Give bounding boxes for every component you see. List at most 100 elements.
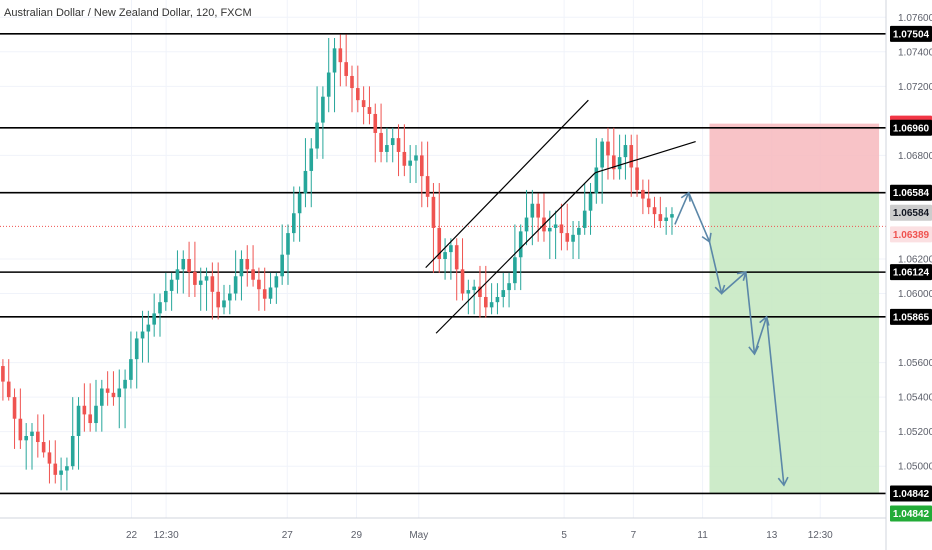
time-tick-label: 7 [631,530,637,541]
candle-body [454,245,459,270]
candle-body [257,279,261,290]
candle-body [559,224,564,234]
price-badge [890,505,932,522]
candle-body [169,279,174,291]
candle-body [623,145,628,158]
candle-body [385,145,389,152]
candle-body [501,290,506,297]
price-tick-label: 1.07200 [898,82,932,93]
candle-body [431,196,436,228]
time-axis[interactable]: 22 12:30 27 29 May 5 7 11 13 12:30 [126,530,833,541]
candle-body [152,313,156,325]
candle-body [356,88,360,101]
candle-body [82,405,87,415]
candle-body [239,259,244,277]
stop-loss-zone [709,123,880,193]
price-badge-label: 1.06960 [893,123,930,134]
candle-body [228,293,232,301]
candle-body [408,160,412,166]
price-tick-label: 1.05400 [898,393,932,404]
time-tick-label: 12:30 [808,530,833,541]
candle-body [478,286,482,297]
candle-body [472,286,476,291]
projection-segment [687,192,711,243]
take-profit-zone [709,192,880,494]
candle-body [297,193,302,214]
candle-body [105,388,110,393]
candle-body [286,233,290,255]
price-badge-label: 1.04842 [893,509,930,520]
candle-body [379,132,383,152]
price-badge-label: 1.06124 [893,268,930,279]
candle-body [635,167,639,190]
candle-body [629,145,634,168]
candle-body [571,234,575,242]
candle-body [94,405,98,424]
price-badge [890,119,932,136]
candle-body [565,233,570,242]
candle-body [117,388,122,398]
candle-body [6,381,11,398]
price-badge-label: 1.05865 [893,312,930,323]
candle-body [210,276,215,292]
candle-body [425,176,430,197]
candle-body [187,259,191,272]
candle-body [611,155,616,170]
channel-lower-extension [595,141,696,174]
projection-segment [745,272,756,355]
candle-body [268,287,273,299]
candle-body [76,405,81,436]
projection-segment [765,316,785,486]
candle-body [396,138,401,152]
candle-body [315,122,319,149]
price-tick-label: 1.07600 [898,13,932,24]
candle-body [582,210,587,228]
candle-body [216,291,220,308]
candle-body [303,170,308,194]
candle-body [594,167,599,194]
price-tick-label: 1.05200 [898,427,932,438]
candle-body [507,283,511,291]
candle-body [41,442,46,453]
time-tick-label: 12:30 [154,530,179,541]
candle-body [367,107,372,114]
candle-body [233,276,238,294]
candle-body [222,300,226,308]
projection-segment [674,192,690,225]
projection-path [674,191,789,487]
price-tick-label: 1.06000 [898,289,932,300]
candle-body [466,290,471,294]
candle-body [617,157,622,170]
candle-body [198,280,203,285]
candle-body [641,189,645,199]
price-badge [890,308,932,325]
candle-body [12,397,17,419]
candle-body [373,113,378,133]
candle-body [437,227,442,259]
candle-body [175,269,180,280]
candle-body [646,198,651,208]
price-badge [890,184,932,201]
trade-zones [709,123,880,494]
price-tick-label: 1.05600 [898,358,932,369]
candle-body [361,100,366,108]
candle-body [262,289,267,299]
candle-body [100,388,104,406]
candle-body [36,431,40,443]
time-tick-label: May [409,530,428,541]
price-badge [890,226,932,243]
horizontal-levels [0,33,886,495]
time-tick-label: 22 [126,530,138,541]
price-badge [890,485,932,502]
candle-body [53,463,58,475]
candle-body [577,227,581,235]
candle-body [164,290,168,303]
channel-lower-line [435,172,596,334]
candle-body [158,302,162,314]
candle-body [670,214,674,218]
price-axis[interactable]: 1.07600 1.07400 1.07200 1.06800 1.06200 1.060… [898,13,932,473]
candle-body [489,302,494,308]
candle-body [321,96,325,123]
time-tick-label: 11 [697,530,708,541]
